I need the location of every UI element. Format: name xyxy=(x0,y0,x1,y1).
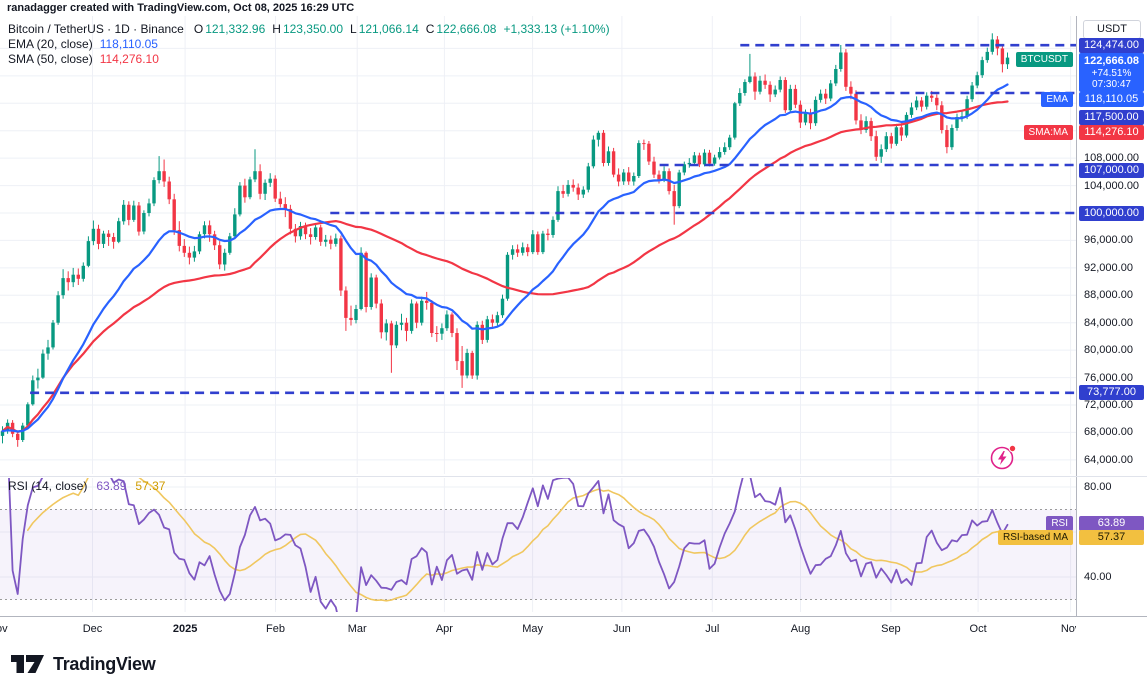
rsi-value-badge: 63.89 xyxy=(1079,515,1144,531)
ema-value-badge: 118,110.05 xyxy=(1079,92,1144,108)
ema-legend-value: 118,110.05 xyxy=(99,37,158,51)
price-axis-label: 72,000.00 xyxy=(1084,399,1133,411)
time-axis-labels: Nov Dec 2025 Feb Mar Apr May Jun Jul Aug Sep Oct Nov xyxy=(0,617,1076,642)
price-axis-label: 76,000.00 xyxy=(1084,371,1133,384)
sma-legend-value: 114,276.10 xyxy=(99,52,159,66)
price-axis[interactable]: USDT 122,666.08 +74.51% 07:30:47 118,110… xyxy=(1076,16,1147,616)
current-price-badge: 122,666.08 +74.51% 07:30:47 xyxy=(1079,52,1144,92)
time-axis-label: Sep xyxy=(881,623,901,635)
ema-legend-label[interactable]: EMA (20, close) xyxy=(8,37,93,51)
level-price-badge: 100,000.00 xyxy=(1079,205,1144,221)
time-axis-label: May xyxy=(522,623,543,635)
symbol-title[interactable]: Bitcoin / TetherUS · 1D · Binance xyxy=(8,22,184,36)
current-change-pct: +74.51% xyxy=(1091,67,1132,79)
time-axis-label: Jun xyxy=(613,623,631,635)
rsi-axis-label: 40.00 xyxy=(1084,571,1112,583)
chart-area: Bitcoin / TetherUS · 1D · Binance O 121,3… xyxy=(0,16,1147,641)
bar-countdown: 07:30:47 xyxy=(1092,78,1131,90)
tradingview-logo-icon[interactable] xyxy=(10,652,46,676)
flash-icon[interactable] xyxy=(988,442,1018,472)
time-axis-label: 2025 xyxy=(172,623,198,635)
tradingview-brand[interactable]: TradingView xyxy=(53,653,156,674)
price-chart-canvas[interactable] xyxy=(0,16,1147,641)
time-axis-label: Apr xyxy=(435,623,453,635)
lightning-bolt-icon xyxy=(990,444,1017,470)
rsi-legend: RSI (14, close) 63.89 57.37 xyxy=(8,479,165,493)
time-axis-label: Dec xyxy=(82,623,103,635)
time-axis-label: Nov xyxy=(1060,623,1076,635)
ohlc-high: H 123,350.00 xyxy=(272,22,343,36)
time-axis[interactable]: Nov Dec 2025 Feb Mar Apr May Jun Jul Aug Sep Oct Nov xyxy=(0,616,1147,641)
time-axis-label: Aug xyxy=(790,623,811,635)
price-axis-label: 92,000.00 xyxy=(1084,261,1133,274)
time-axis-label: Mar xyxy=(347,623,367,635)
level-price-badge: 107,000.00 xyxy=(1079,162,1144,178)
price-axis-label: 104,000.00 xyxy=(1084,179,1140,192)
pane-separator[interactable] xyxy=(0,476,1147,477)
level-price-badge: 124,474.00 xyxy=(1079,37,1144,53)
current-price-value: 122,666.08 xyxy=(1083,54,1140,67)
time-axis-label: Feb xyxy=(266,623,285,635)
level-price-badge: 73,777.00 xyxy=(1079,385,1144,401)
attribution-text: ranadagger created with TradingView.com,… xyxy=(7,2,355,14)
price-axis-label: 96,000.00 xyxy=(1084,234,1133,247)
price-axis-label: 108,000.00 xyxy=(1084,152,1140,165)
price-axis-label: 88,000.00 xyxy=(1084,289,1133,302)
price-axis-label: 68,000.00 xyxy=(1084,426,1133,439)
time-axis-label: Oct xyxy=(969,623,987,635)
rsi-ma-legend-value: 57.37 xyxy=(135,479,166,493)
ohlc-close: C 122,666.08 xyxy=(425,22,497,36)
ohlc-open: O 121,332.96 xyxy=(193,22,266,36)
sma-legend-label[interactable]: SMA (50, close) xyxy=(8,52,93,66)
rsi-axis-label: 80.00 xyxy=(1084,481,1112,493)
rsi-legend-label[interactable]: RSI (14, close) xyxy=(8,479,88,493)
level-price-badge: 117,500.00 xyxy=(1079,109,1144,125)
time-axis-label: Nov xyxy=(0,623,8,635)
rsi-ma-value-badge: 57.37 xyxy=(1079,530,1144,546)
price-axis-label: 80,000.00 xyxy=(1084,344,1133,357)
change-value: +1,333.13 (+1.10%) xyxy=(503,22,610,36)
currency-toggle[interactable]: USDT xyxy=(1083,20,1141,39)
price-axis-label: 84,000.00 xyxy=(1084,316,1133,329)
sma-value-badge: 114,276.10 xyxy=(1079,124,1144,140)
ohlc-low: L 121,066.14 xyxy=(350,22,419,36)
rsi-legend-value: 63.89 xyxy=(96,479,127,493)
main-legend: Bitcoin / TetherUS · 1D · Binance O 121,3… xyxy=(8,22,610,67)
time-axis-label: Jul xyxy=(705,623,720,635)
footer: TradingView xyxy=(10,652,156,676)
price-axis-label: 64,000.00 xyxy=(1084,453,1133,466)
